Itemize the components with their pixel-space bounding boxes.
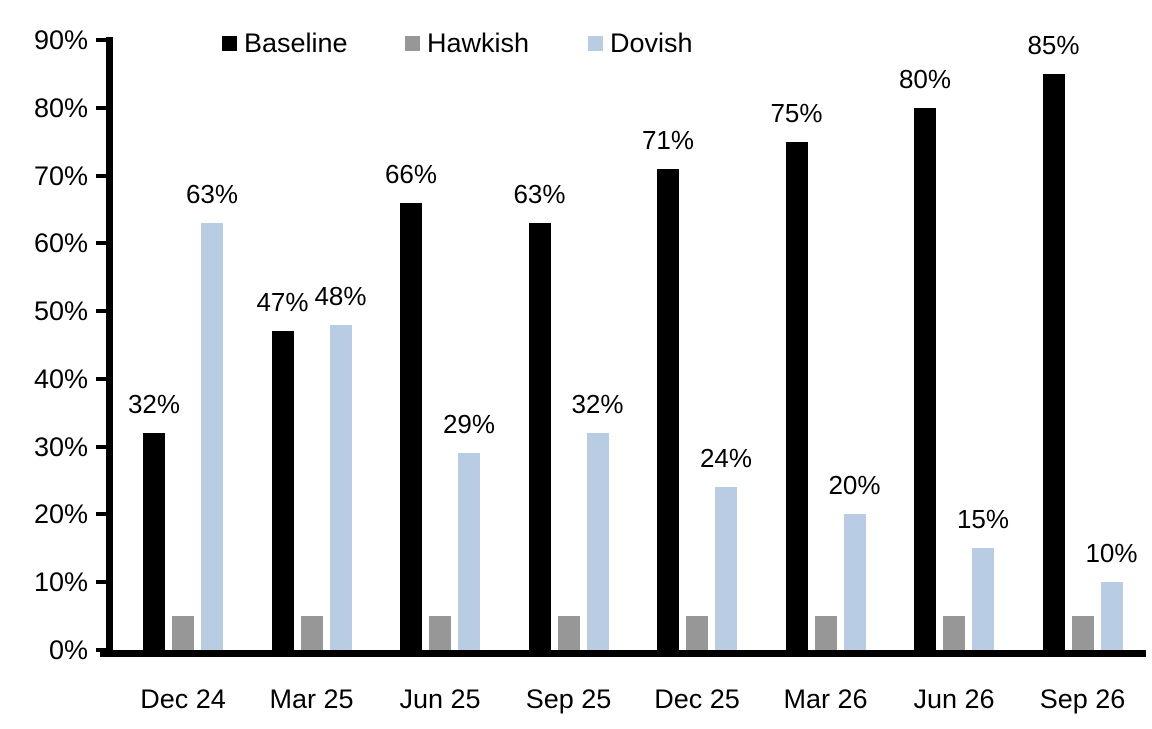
y-axis-tick — [96, 376, 106, 381]
bar-hawkish — [943, 616, 965, 650]
x-tick-label: Sep 26 — [1039, 684, 1126, 714]
data-label-dovish: 63% — [185, 179, 239, 209]
y-tick-label: 80% — [33, 92, 88, 123]
bar-baseline: 85% — [1027, 32, 1080, 650]
y-axis-tick — [96, 512, 106, 517]
bar-dovish: 29% — [443, 411, 495, 650]
bar-hawkish — [814, 616, 837, 650]
bar-dovish: 63% — [186, 181, 238, 650]
y-tick-label: 60% — [33, 228, 88, 259]
data-label-dovish: 20% — [828, 470, 881, 501]
bar-group: 75% 20% — [770, 40, 881, 650]
data-label-baseline: 85% — [1027, 29, 1080, 60]
bar-baseline: 75% — [770, 100, 823, 650]
chart-legend: Baseline Hawkish Dovish — [0, 28, 1152, 58]
legend-swatch-hawkish-icon — [405, 35, 420, 51]
data-label-dovish: 29% — [442, 409, 496, 440]
bar-group: 63% 32% — [513, 40, 624, 650]
legend-swatch-baseline-icon — [222, 35, 237, 51]
bar-baseline: 80% — [899, 66, 951, 650]
bar-dovish: 10% — [1085, 540, 1138, 650]
data-label-dovish: 24% — [699, 443, 753, 474]
y-axis-tick — [96, 38, 106, 42]
data-label-baseline: 47% — [256, 287, 309, 318]
bar-baseline: 66% — [385, 161, 437, 650]
x-tick-label: Mar 25 — [269, 684, 354, 714]
legend-item-baseline: Baseline — [222, 28, 348, 58]
bar-dovish: 24% — [700, 445, 752, 650]
data-label-baseline: 71% — [641, 124, 695, 155]
data-label-dovish: 48% — [314, 280, 367, 311]
bar-hawkish — [557, 616, 580, 650]
y-axis-tick — [96, 648, 106, 652]
x-tick-label: Sep 25 — [525, 684, 612, 714]
y-tick-label: 90% — [33, 25, 88, 55]
bar-dovish: 15% — [957, 506, 1009, 650]
data-label-baseline: 66% — [384, 158, 438, 189]
bar-group: 71% 24% — [642, 40, 752, 650]
data-label-dovish: 32% — [571, 389, 624, 420]
bar-dovish: 20% — [828, 472, 881, 650]
bar-dovish: 48% — [314, 283, 367, 650]
data-label-baseline: 80% — [898, 63, 952, 94]
y-tick-label: 50% — [33, 296, 88, 327]
y-tick-label: 40% — [33, 363, 88, 394]
legend-swatch-dovish-icon — [588, 35, 603, 51]
bar-hawkish — [429, 616, 451, 650]
y-axis-tick — [96, 444, 106, 449]
y-tick-label: 70% — [33, 160, 88, 191]
y-tick-label: 30% — [33, 431, 88, 462]
legend-item-dovish: Dovish — [588, 28, 693, 58]
bar-group: 66% 29% — [385, 40, 495, 650]
data-label-baseline: 32% — [127, 389, 181, 420]
legend-label-hawkish: Hawkish — [427, 28, 530, 58]
x-tick-label: Dec 24 — [140, 684, 226, 714]
y-tick-label: 0% — [48, 635, 88, 665]
y-axis-tick — [96, 580, 106, 585]
bar-baseline: 47% — [256, 289, 309, 650]
x-tick-label: Jun 26 — [913, 684, 995, 714]
x-tick-label: Mar 26 — [783, 684, 868, 714]
legend-label-dovish: Dovish — [610, 28, 693, 58]
data-label-dovish: 15% — [956, 504, 1010, 535]
data-label-baseline: 63% — [513, 179, 566, 209]
bar-dovish: 32% — [571, 391, 624, 650]
bar-baseline: 63% — [513, 181, 566, 650]
bar-baseline: 71% — [642, 127, 694, 650]
y-axis-line — [106, 37, 113, 657]
bar-hawkish — [300, 616, 323, 650]
y-axis-tick — [96, 309, 106, 314]
x-tick-label: Jun 25 — [399, 684, 481, 714]
y-axis-tick — [96, 173, 106, 178]
legend-item-hawkish: Hawkish — [405, 28, 529, 58]
bar-hawkish — [172, 616, 194, 650]
bar-hawkish — [1071, 616, 1094, 650]
bar-group: 47% 48% — [256, 40, 367, 650]
y-tick-label: 10% — [33, 567, 88, 598]
bar-group: 85% 10% — [1027, 32, 1138, 650]
bar-group: 80% 15% — [899, 40, 1009, 650]
legend-label-baseline: Baseline — [244, 28, 348, 58]
y-tick-label: 20% — [33, 499, 88, 530]
y-axis-tick — [96, 105, 106, 110]
y-axis-tick — [96, 241, 106, 246]
data-label-baseline: 75% — [770, 97, 823, 128]
bar-baseline: 32% — [128, 391, 180, 650]
bar-hawkish — [686, 616, 708, 650]
x-tick-label: Dec 25 — [654, 684, 740, 714]
x-axis-line — [100, 650, 1146, 657]
bar-group: 32% 63% — [128, 40, 238, 650]
data-label-dovish: 10% — [1085, 538, 1138, 569]
